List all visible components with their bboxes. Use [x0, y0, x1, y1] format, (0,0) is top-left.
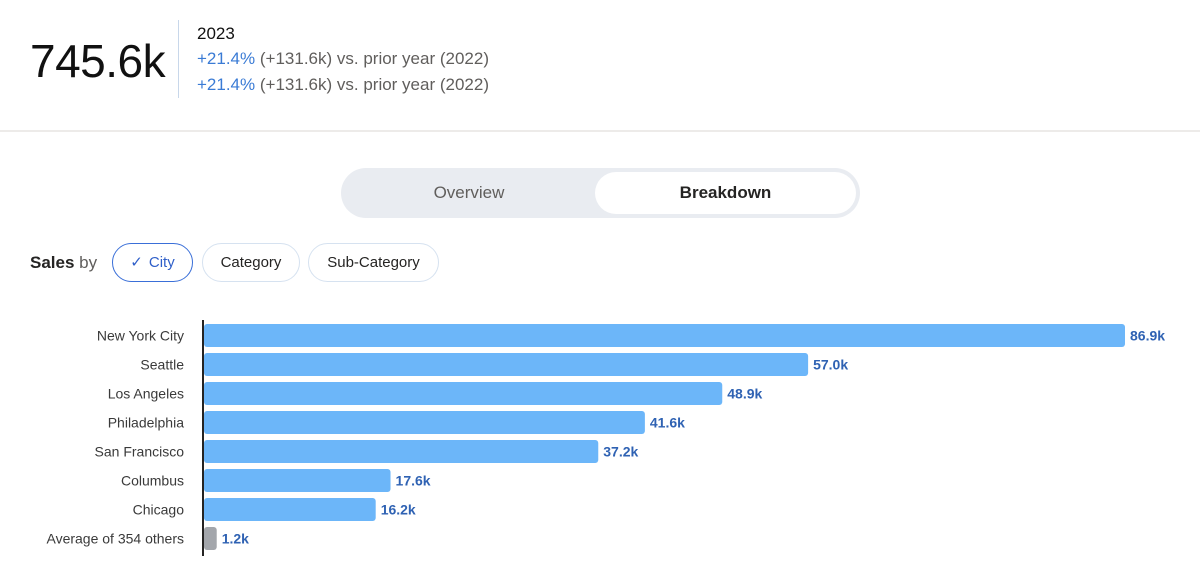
bar[interactable]: [204, 353, 809, 376]
kpi-divider: [178, 20, 179, 98]
chip-sub-category[interactable]: Sub-Category: [308, 243, 439, 282]
kpi-comparison-line: +21.4% (+131.6k) vs. prior year (2022): [197, 46, 489, 72]
kpi-header: 745.6k 2023 +21.4% (+131.6k) vs. prior y…: [0, 0, 1200, 132]
bar-others[interactable]: [204, 527, 217, 550]
chip-city[interactable]: ✓ City: [112, 243, 193, 282]
bar[interactable]: [204, 469, 391, 492]
sales-by-label: Sales by: [30, 252, 97, 274]
bar-value-label: 57.0k: [813, 357, 848, 373]
chip-sub-category-label: Sub-Category: [327, 254, 420, 271]
kpi-value: 745.6k: [30, 35, 166, 87]
category-label: Seattle: [140, 357, 184, 373]
sales-by-city-chart: New York City 86.9k Seattle 57.0k Los Angele…: [46, 320, 1165, 556]
sales-by-measure: Sales: [30, 253, 75, 272]
kpi-change-text: (+131.6k) vs. prior year (2022): [255, 75, 489, 94]
chip-category-label: Category: [220, 254, 282, 271]
bar-value-label: 48.9k: [727, 386, 762, 402]
view-toggle: Overview Breakdown: [341, 168, 860, 218]
tab-overview[interactable]: Overview: [433, 183, 505, 202]
bar-value-label: 1.2k: [222, 531, 249, 547]
bar-value-label: 37.2k: [603, 444, 638, 460]
category-label: Chicago: [133, 502, 185, 518]
category-label: Los Angeles: [108, 386, 184, 402]
category-label: New York City: [97, 328, 184, 344]
bar-value-label: 16.2k: [381, 502, 416, 518]
bar[interactable]: [204, 440, 599, 463]
bar[interactable]: [204, 498, 376, 521]
bar[interactable]: [204, 382, 723, 405]
category-label: Philadelphia: [108, 415, 184, 431]
bar[interactable]: [204, 411, 645, 434]
kpi-change-percent: +21.4%: [197, 75, 256, 94]
checkmark-icon: ✓: [130, 254, 143, 271]
category-label: Columbus: [121, 473, 184, 489]
tab-breakdown[interactable]: Breakdown: [595, 172, 856, 214]
kpi-details: 2023 +21.4% (+131.6k) vs. prior year (20…: [197, 22, 489, 98]
chip-category[interactable]: Category: [202, 243, 300, 282]
kpi-change-percent: +21.4%: [197, 49, 256, 68]
bar-value-label: 41.6k: [650, 415, 685, 431]
bar-value-label: 86.9k: [1130, 328, 1165, 344]
kpi-year: 2023: [197, 24, 235, 43]
kpi-comparison-line: +21.4% (+131.6k) vs. prior year (2022): [197, 72, 489, 98]
category-label: San Francisco: [95, 444, 185, 460]
kpi-change-text: (+131.6k) vs. prior year (2022): [255, 49, 489, 68]
bar-value-label: 17.6k: [396, 473, 431, 489]
chip-city-label: City: [148, 254, 175, 271]
bar[interactable]: [204, 324, 1125, 347]
category-label: Average of 354 others: [46, 531, 184, 547]
sales-by-word: by: [79, 253, 98, 272]
